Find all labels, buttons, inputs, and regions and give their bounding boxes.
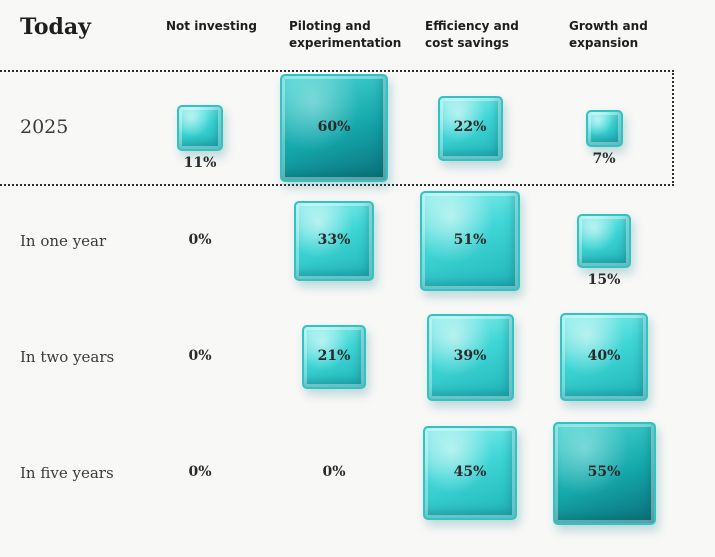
- column-header: Piloting and experimentation: [289, 19, 402, 50]
- value-label: 0%: [188, 348, 212, 364]
- value-cube: [577, 214, 631, 268]
- row-label: In two years: [20, 347, 115, 366]
- value-label: 0%: [322, 464, 346, 480]
- value-cube: [294, 201, 374, 281]
- value-label: 15%: [587, 272, 621, 288]
- value-cube: [280, 74, 388, 182]
- value-cube: [552, 421, 656, 525]
- value-label: 0%: [188, 464, 212, 480]
- value-cube: [585, 109, 623, 147]
- value-cube: [426, 313, 514, 401]
- value-cube: [560, 313, 648, 401]
- value-label: 51%: [453, 232, 487, 248]
- value-label: 33%: [317, 232, 351, 248]
- column-header: Growth and expansion: [569, 19, 648, 50]
- value-label: 21%: [317, 348, 351, 364]
- chart-title: Today: [20, 14, 91, 40]
- value-label: 40%: [587, 348, 621, 364]
- column-header: Efficiency and cost savings: [425, 19, 519, 50]
- row-label: In five years: [20, 463, 114, 482]
- value-cube: [177, 105, 223, 151]
- value-cube: [302, 325, 366, 389]
- value-label: 45%: [453, 464, 487, 480]
- row-label: 2025: [20, 116, 69, 139]
- value-cube: [423, 426, 517, 520]
- value-label: 39%: [453, 348, 487, 364]
- value-label: 11%: [183, 155, 217, 171]
- value-cube: [420, 191, 520, 291]
- value-label: 7%: [592, 150, 616, 167]
- value-label: 55%: [587, 464, 621, 480]
- value-label: 22%: [453, 119, 487, 135]
- value-label: 0%: [188, 232, 212, 248]
- value-cube: [437, 95, 503, 161]
- value-label: 60%: [317, 119, 351, 135]
- row-label: In one year: [20, 231, 107, 250]
- highlight-row-box: [0, 70, 674, 186]
- column-header: Not investing: [166, 19, 257, 33]
